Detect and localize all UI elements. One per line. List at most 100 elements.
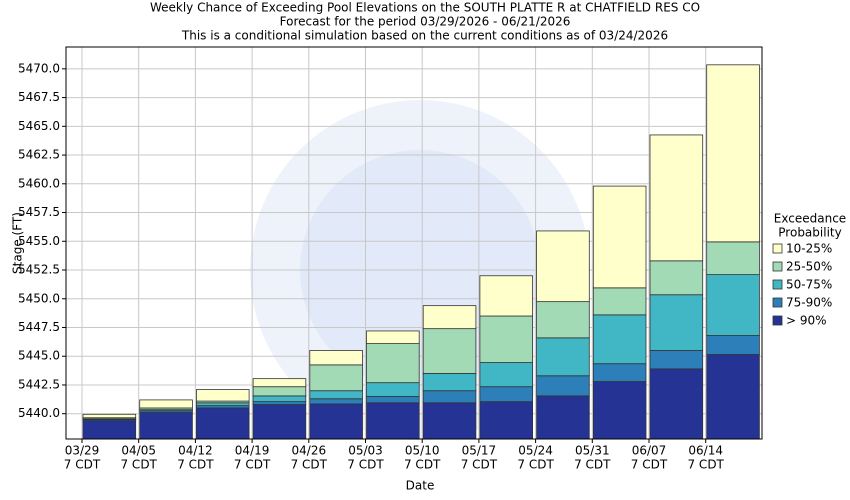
x-tick-label: 05/31	[575, 444, 610, 458]
bar-segment	[366, 343, 420, 384]
legend-swatch	[772, 243, 783, 254]
bar-segment	[706, 241, 760, 276]
bar-segment	[139, 399, 193, 409]
bar-segment	[422, 390, 477, 404]
legend-label: 50-75%	[786, 278, 832, 292]
bar-segment	[706, 64, 760, 243]
bar-segment	[82, 413, 137, 419]
x-tick-sublabel: 7 CDT	[234, 458, 271, 472]
bar-segment	[479, 315, 533, 363]
y-tick-label: 5452.5	[18, 263, 60, 277]
bar-segment	[366, 402, 420, 440]
bar-segment	[536, 375, 590, 397]
legend-title: Probability	[778, 226, 841, 240]
bar-segment	[195, 402, 250, 407]
x-tick-sublabel: 7 CDT	[177, 458, 214, 472]
bar-segment	[366, 396, 420, 404]
y-tick-label: 5440.0	[18, 406, 60, 420]
bar-segment	[252, 386, 307, 397]
bar-segment	[536, 395, 590, 440]
bar-segment	[309, 350, 363, 366]
bar-segment	[82, 420, 137, 440]
legend-title: Exceedance	[774, 212, 846, 226]
y-tick-label: 5447.5	[18, 320, 60, 334]
x-tick-label: 05/24	[518, 444, 553, 458]
x-tick-sublabel: 7 CDT	[574, 458, 611, 472]
y-tick-label: 5460.0	[18, 176, 60, 190]
bar-segment	[309, 364, 363, 392]
y-tick-label: 5470.0	[18, 61, 60, 75]
bar-segment	[479, 275, 533, 317]
bar-segment	[309, 398, 363, 405]
bar-segment	[649, 134, 704, 262]
bar-segment	[422, 305, 477, 330]
legend-label: > 90%	[786, 314, 827, 328]
x-tick-sublabel: 7 CDT	[347, 458, 384, 472]
bar-segment	[422, 328, 477, 374]
y-tick-label: 5465.0	[18, 119, 60, 133]
x-tick-label: 06/14	[688, 444, 723, 458]
y-axis-label: Stage (FT)	[11, 212, 25, 274]
x-tick-label: 06/07	[632, 444, 667, 458]
bar-segment	[479, 362, 533, 388]
bar-segment	[309, 390, 363, 400]
y-tick-label: 5467.5	[18, 90, 60, 104]
bar-segment	[366, 382, 420, 397]
legend-swatch	[772, 315, 783, 326]
bar-segment	[706, 335, 760, 355]
x-tick-sublabel: 7 CDT	[120, 458, 157, 472]
bar-segment	[139, 412, 193, 440]
x-tick-label: 04/19	[235, 444, 270, 458]
x-tick-sublabel: 7 CDT	[64, 458, 101, 472]
bar-segment	[592, 314, 647, 365]
bar-segment	[479, 386, 533, 403]
bar-segment	[649, 260, 704, 296]
x-axis-label: Date	[406, 479, 435, 493]
chart-subtitle: Forecast for the period 03/29/2026 - 06/…	[280, 15, 571, 29]
bar-segment	[706, 274, 760, 336]
x-tick-sublabel: 7 CDT	[291, 458, 328, 472]
bar-segment	[252, 395, 307, 403]
legend-swatch	[772, 261, 783, 272]
legend-label: 75-90%	[786, 296, 832, 310]
bar-segment	[195, 389, 250, 402]
x-tick-label: 03/29	[65, 444, 100, 458]
x-tick-sublabel: 7 CDT	[461, 458, 498, 472]
x-tick-sublabel: 7 CDT	[631, 458, 668, 472]
y-tick-label: 5462.5	[18, 148, 60, 162]
x-tick-label: 04/12	[178, 444, 213, 458]
y-tick-label: 5445.0	[18, 349, 60, 363]
y-tick-label: 5442.5	[18, 377, 60, 391]
x-tick-label: 04/26	[292, 444, 327, 458]
bar-segment	[422, 373, 477, 392]
legend-swatch	[772, 297, 783, 308]
x-tick-label: 05/03	[348, 444, 383, 458]
bar-segment	[252, 378, 307, 388]
x-tick-sublabel: 7 CDT	[404, 458, 441, 472]
bar-segment	[649, 294, 704, 351]
bar-segment	[536, 301, 590, 339]
y-tick-label: 5455.0	[18, 234, 60, 248]
bar-segment	[422, 402, 477, 440]
x-tick-sublabel: 7 CDT	[687, 458, 724, 472]
chart-title: Weekly Chance of Exceeding Pool Elevatio…	[150, 1, 700, 15]
chart-subtitle: This is a conditional simulation based o…	[181, 29, 668, 43]
bar-segment	[252, 404, 307, 440]
bar-segment	[592, 287, 647, 316]
y-tick-label: 5450.0	[18, 291, 60, 305]
legend-label: 10-25%	[786, 242, 832, 256]
bar-segment	[252, 401, 307, 405]
bar-segment	[309, 403, 363, 440]
bar-segment	[536, 337, 590, 377]
x-tick-label: 05/17	[462, 444, 497, 458]
x-tick-sublabel: 7 CDT	[517, 458, 554, 472]
x-tick-label: 04/05	[121, 444, 156, 458]
bar-segment	[706, 354, 760, 440]
bar-segment	[649, 368, 704, 440]
legend-swatch	[772, 279, 783, 290]
bar-segment	[649, 350, 704, 370]
bar-segment	[592, 363, 647, 382]
bar-segment	[536, 230, 590, 303]
legend-label: 25-50%	[786, 260, 832, 274]
